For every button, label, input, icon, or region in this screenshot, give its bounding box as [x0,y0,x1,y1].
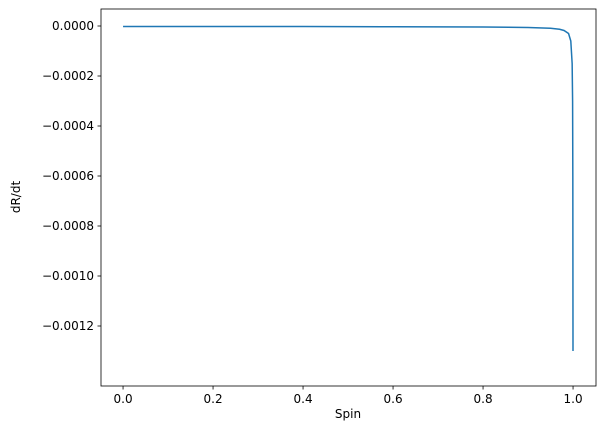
y-tick-label: −0.0006 [42,169,94,183]
y-axis-label: dR/dt [9,181,23,214]
y-tick-label: −0.0004 [42,119,94,133]
x-tick-label: 0.4 [294,392,313,406]
data-line [123,25,574,352]
x-tick-label: 0.6 [384,392,403,406]
y-tick-label: −0.0012 [42,319,94,333]
x-axis-label: Spin [335,407,361,421]
x-tick-label: 1.0 [564,392,583,406]
y-tick-label: −0.0008 [42,219,94,233]
x-tick-label: 0.0 [114,392,133,406]
y-tick-label: −0.0002 [42,69,94,83]
plot-frame [100,8,597,387]
x-tick-label: 0.2 [204,392,223,406]
x-tick-label: 0.8 [474,392,493,406]
y-tick-label: −0.0010 [42,269,94,283]
y-tick-label: 0.0000 [52,19,94,33]
